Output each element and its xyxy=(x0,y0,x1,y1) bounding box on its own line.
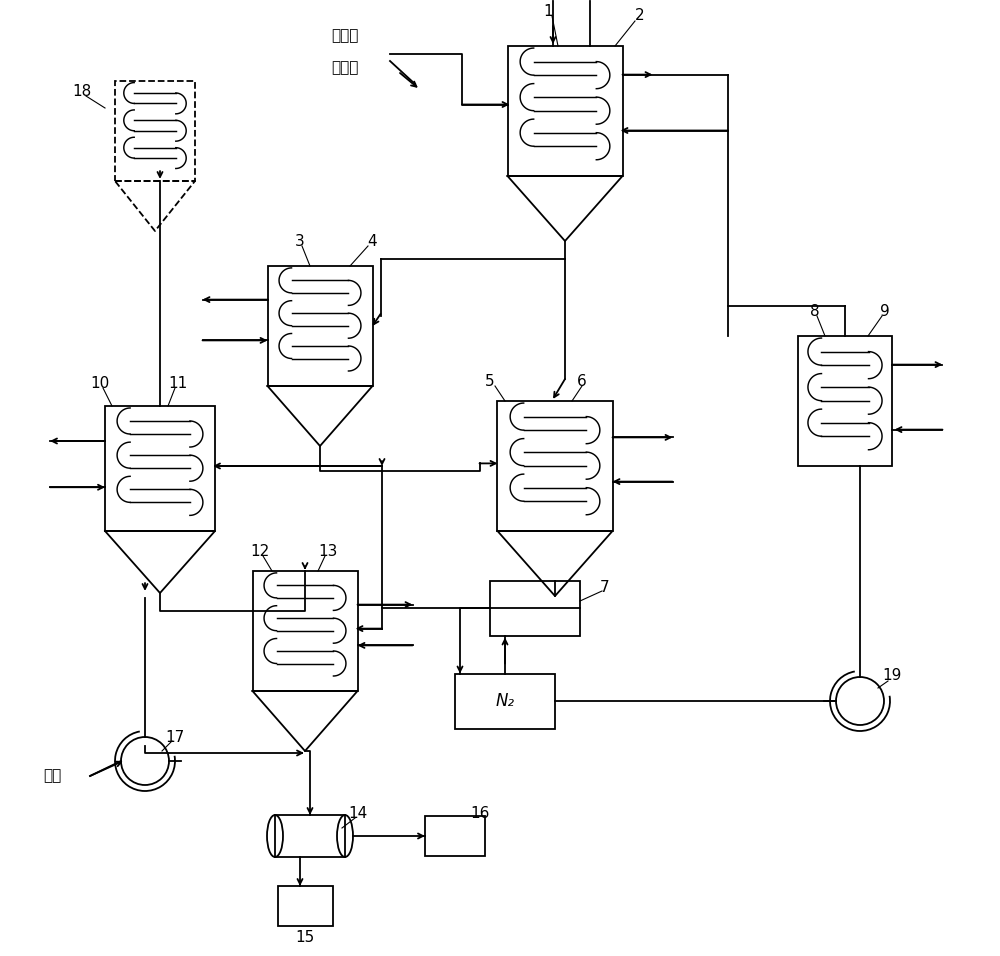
Text: 15: 15 xyxy=(295,930,315,945)
Bar xyxy=(275,815,345,857)
Text: 19: 19 xyxy=(882,668,902,684)
Text: 16: 16 xyxy=(470,807,490,821)
Text: 13: 13 xyxy=(318,544,338,558)
Text: 7: 7 xyxy=(600,580,610,596)
Bar xyxy=(252,571,358,691)
Text: 5: 5 xyxy=(485,374,495,388)
Bar xyxy=(105,406,215,531)
Text: 4: 4 xyxy=(367,233,377,249)
Bar xyxy=(497,401,612,531)
Text: 高温还: 高温还 xyxy=(331,29,359,44)
Bar xyxy=(268,266,372,386)
Text: 18: 18 xyxy=(72,83,92,98)
Text: 3: 3 xyxy=(295,233,305,249)
Bar xyxy=(455,673,555,728)
Text: 1: 1 xyxy=(543,4,553,18)
Text: 11: 11 xyxy=(168,377,188,392)
Text: 10: 10 xyxy=(90,377,110,392)
Text: 17: 17 xyxy=(165,730,185,746)
Text: 空气: 空气 xyxy=(43,769,61,784)
Text: 9: 9 xyxy=(880,303,890,318)
Text: 8: 8 xyxy=(810,303,820,318)
Text: 6: 6 xyxy=(577,374,587,388)
Bar xyxy=(425,816,485,856)
Text: 2: 2 xyxy=(635,9,645,24)
Text: 14: 14 xyxy=(348,807,368,821)
Text: 原产品: 原产品 xyxy=(331,60,359,76)
Bar xyxy=(508,46,622,176)
Text: N₂: N₂ xyxy=(496,692,514,710)
Bar xyxy=(115,81,195,181)
Bar xyxy=(278,886,332,926)
Bar xyxy=(490,580,580,636)
Text: 12: 12 xyxy=(250,544,270,558)
Bar xyxy=(798,336,892,466)
